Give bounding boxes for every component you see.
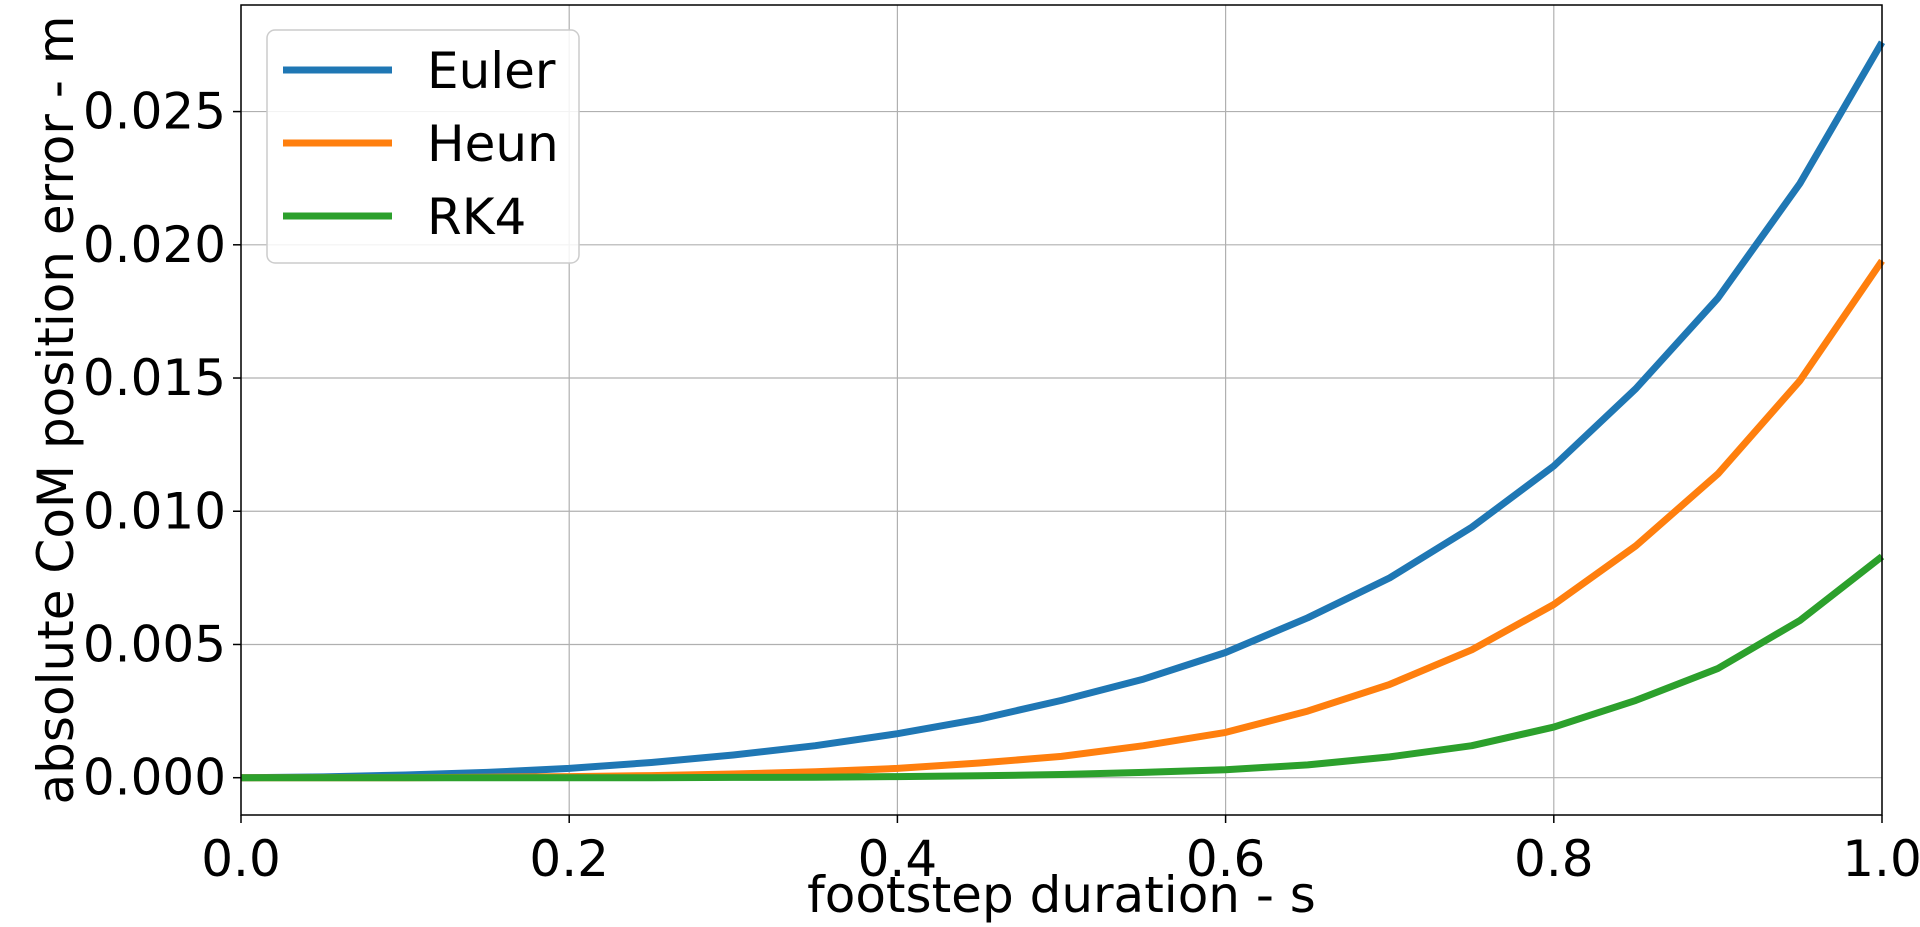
series-line-euler xyxy=(240,40,1886,782)
x-axis-ticks: 0.0 0.2 0.4 0.6 0.8 1.0 xyxy=(201,815,1920,888)
legend: Euler Heun RK4 xyxy=(266,29,580,264)
legend-label-rk4: RK4 xyxy=(427,188,526,246)
legend-label-heun: Heun xyxy=(427,115,559,173)
x-tick-label: 0.8 xyxy=(1514,830,1594,888)
y-axis-ticks: 0.000 0.005 0.010 0.015 0.020 0.025 xyxy=(83,83,241,807)
y-tick-label: 0.000 xyxy=(83,749,226,807)
x-tick-label: 0.2 xyxy=(529,830,609,888)
y-tick-label: 0.025 xyxy=(83,83,226,141)
y-tick-label: 0.015 xyxy=(83,349,226,407)
series-line-rk4 xyxy=(241,553,1885,782)
y-tick-label: 0.020 xyxy=(83,216,226,274)
x-tick-label: 0.6 xyxy=(1186,830,1266,888)
series-lines xyxy=(240,40,1886,782)
legend-box xyxy=(266,29,580,264)
y-tick-label: 0.010 xyxy=(83,482,226,540)
y-tick-label: 0.005 xyxy=(83,615,226,673)
x-axis-label: footstep duration - s xyxy=(807,866,1316,924)
x-tick-label: 0.4 xyxy=(858,830,938,888)
x-tick-label: 0.0 xyxy=(201,830,281,888)
y-axis-label: absolute CoM position error - m xyxy=(27,16,85,805)
x-tick-label: 1.0 xyxy=(1842,830,1920,888)
plot-frame xyxy=(240,4,1883,816)
legend-label-euler: Euler xyxy=(427,42,556,100)
